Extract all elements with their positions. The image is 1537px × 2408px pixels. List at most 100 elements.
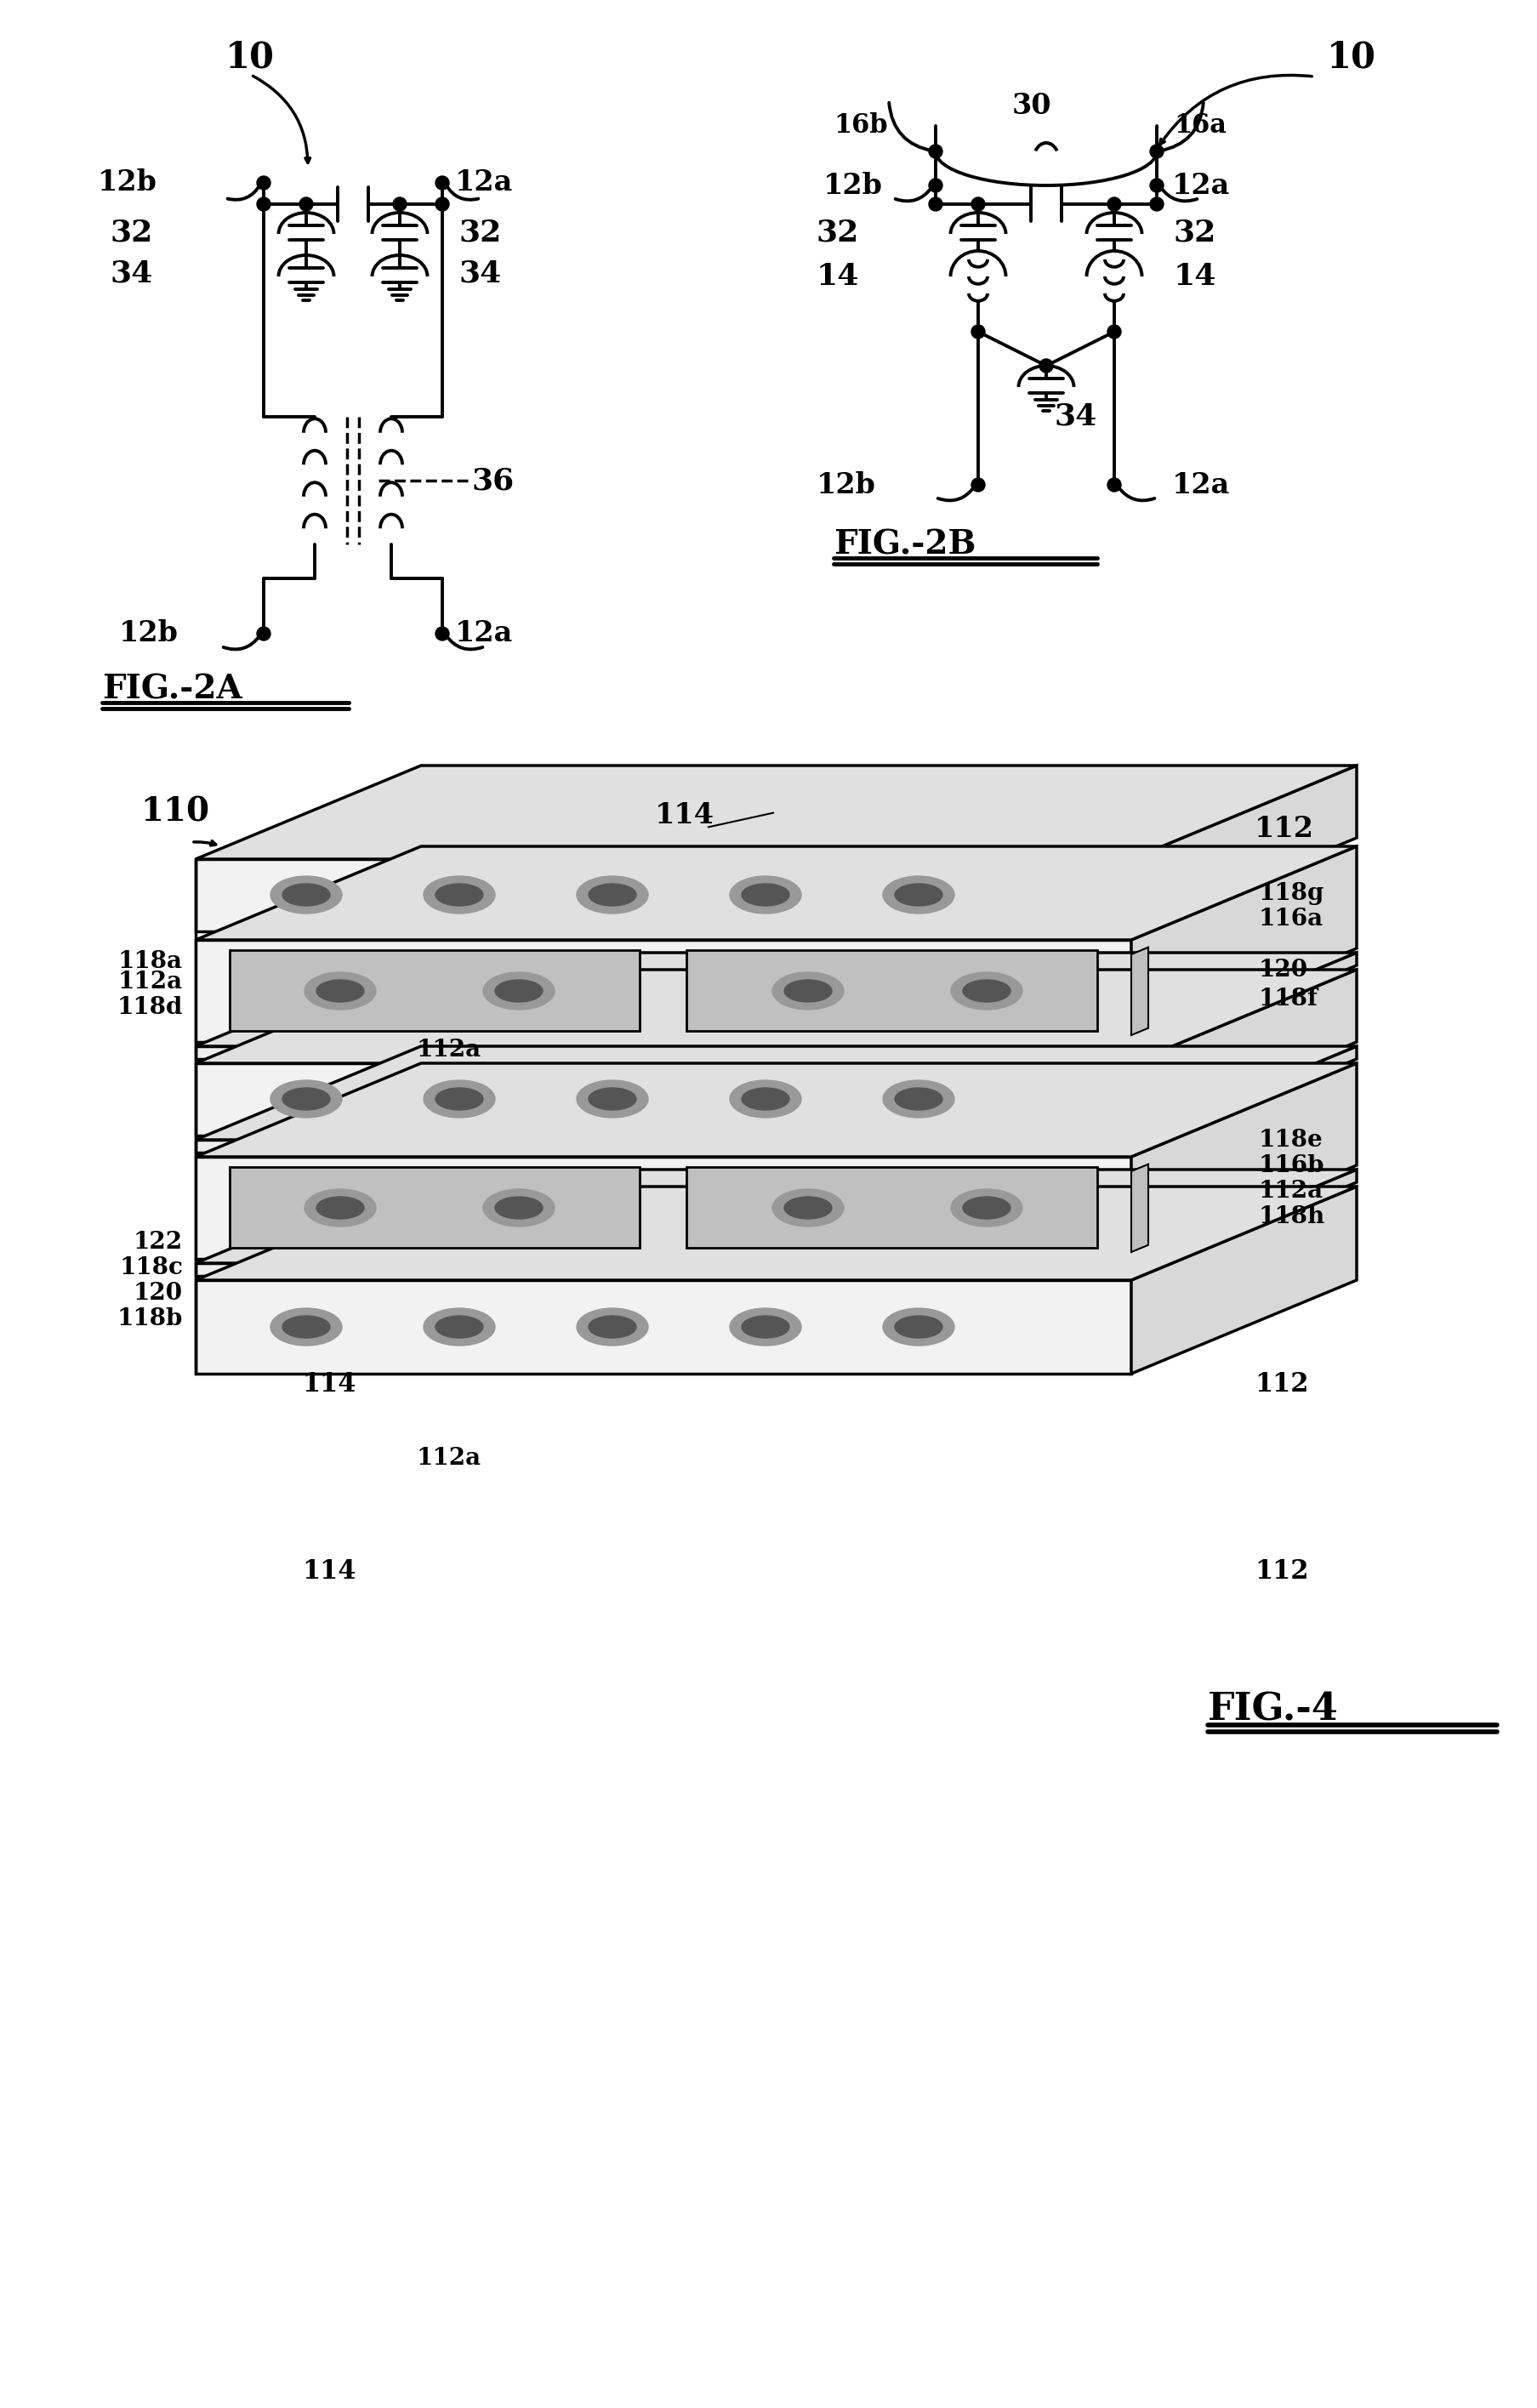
Ellipse shape <box>317 1197 364 1218</box>
Text: 112a: 112a <box>1259 1180 1323 1202</box>
Circle shape <box>393 197 407 212</box>
Ellipse shape <box>483 1190 555 1226</box>
Polygon shape <box>195 1064 1131 1137</box>
Polygon shape <box>229 951 639 1031</box>
Polygon shape <box>195 845 1357 939</box>
Text: 114: 114 <box>655 802 715 828</box>
Ellipse shape <box>589 1088 636 1110</box>
Ellipse shape <box>882 1308 954 1346</box>
Polygon shape <box>195 970 1357 1064</box>
Text: 118f: 118f <box>1259 987 1319 1011</box>
Circle shape <box>971 479 985 491</box>
Ellipse shape <box>271 1308 341 1346</box>
Circle shape <box>435 176 449 190</box>
Polygon shape <box>687 951 1097 1031</box>
Ellipse shape <box>283 1315 330 1339</box>
Text: 34: 34 <box>1054 402 1097 431</box>
Text: 116a: 116a <box>1259 908 1323 929</box>
Text: 112a: 112a <box>118 970 183 995</box>
Ellipse shape <box>742 1315 790 1339</box>
Polygon shape <box>195 1187 1357 1281</box>
Polygon shape <box>1131 946 1148 1035</box>
Text: 12a: 12a <box>1173 171 1230 200</box>
Polygon shape <box>195 954 1357 1045</box>
Text: 120: 120 <box>134 1281 183 1305</box>
Text: 14: 14 <box>1174 262 1217 291</box>
Text: 122: 122 <box>134 1230 183 1252</box>
Polygon shape <box>195 1170 1357 1264</box>
Text: 112: 112 <box>1254 816 1314 843</box>
Text: 34: 34 <box>460 260 503 289</box>
Ellipse shape <box>576 1308 649 1346</box>
Ellipse shape <box>317 980 364 1002</box>
Circle shape <box>1039 359 1053 373</box>
Ellipse shape <box>589 1315 636 1339</box>
Ellipse shape <box>283 1088 330 1110</box>
Ellipse shape <box>483 973 555 1009</box>
Ellipse shape <box>951 1190 1022 1226</box>
Ellipse shape <box>435 884 483 905</box>
Text: 32: 32 <box>1174 217 1217 246</box>
Circle shape <box>1150 197 1164 212</box>
Ellipse shape <box>882 1081 954 1117</box>
Text: 12a: 12a <box>455 619 513 648</box>
Polygon shape <box>195 1281 1131 1373</box>
Text: 12b: 12b <box>98 169 157 197</box>
Text: 32: 32 <box>460 217 503 246</box>
Text: FIG.-2A: FIG.-2A <box>101 672 243 706</box>
Polygon shape <box>195 766 1357 860</box>
Text: 120: 120 <box>1259 958 1308 980</box>
Circle shape <box>1108 197 1120 212</box>
Ellipse shape <box>495 980 543 1002</box>
Text: 112: 112 <box>1254 1064 1308 1091</box>
Text: 112: 112 <box>1254 1373 1308 1399</box>
Circle shape <box>1108 479 1120 491</box>
Ellipse shape <box>730 877 801 913</box>
Ellipse shape <box>495 1197 543 1218</box>
Ellipse shape <box>304 973 377 1009</box>
Text: 118d: 118d <box>117 997 183 1019</box>
Text: 12a: 12a <box>455 169 513 197</box>
Text: 118a: 118a <box>118 949 183 973</box>
Polygon shape <box>1131 1187 1357 1373</box>
Polygon shape <box>1131 1163 1148 1252</box>
Polygon shape <box>1131 1170 1357 1276</box>
Polygon shape <box>195 860 1131 932</box>
Text: 32: 32 <box>816 217 859 246</box>
Ellipse shape <box>784 980 832 1002</box>
Circle shape <box>928 197 942 212</box>
Ellipse shape <box>895 884 942 905</box>
Ellipse shape <box>742 884 790 905</box>
Polygon shape <box>1131 845 1357 1043</box>
Polygon shape <box>195 939 1131 1043</box>
Text: 10: 10 <box>226 41 275 75</box>
Polygon shape <box>229 1168 639 1247</box>
Circle shape <box>257 176 271 190</box>
Text: 16a: 16a <box>1174 113 1227 140</box>
Text: 12b: 12b <box>118 619 178 648</box>
Ellipse shape <box>730 1081 801 1117</box>
Text: 112: 112 <box>1254 1558 1308 1584</box>
Ellipse shape <box>435 1315 483 1339</box>
Ellipse shape <box>424 877 495 913</box>
Text: 30: 30 <box>1013 92 1051 120</box>
Text: 10: 10 <box>1326 41 1376 75</box>
Text: 118g: 118g <box>1259 881 1325 905</box>
Polygon shape <box>1131 970 1357 1137</box>
Ellipse shape <box>424 1308 495 1346</box>
Ellipse shape <box>895 1315 942 1339</box>
Text: FIG.-2B: FIG.-2B <box>833 527 976 561</box>
Polygon shape <box>195 1264 1131 1276</box>
Ellipse shape <box>730 1308 801 1346</box>
Text: 12b: 12b <box>816 472 876 498</box>
Ellipse shape <box>271 1081 341 1117</box>
Circle shape <box>300 197 314 212</box>
Text: 34: 34 <box>111 260 154 289</box>
Text: 36: 36 <box>472 467 515 496</box>
Ellipse shape <box>895 1088 942 1110</box>
Circle shape <box>971 325 985 340</box>
Polygon shape <box>195 1064 1357 1156</box>
Ellipse shape <box>742 1088 790 1110</box>
Ellipse shape <box>271 877 341 913</box>
Text: 118e: 118e <box>1259 1129 1323 1151</box>
